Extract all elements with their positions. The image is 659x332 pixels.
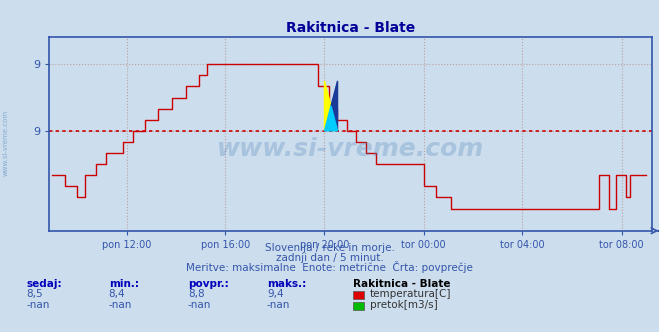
Text: zadnji dan / 5 minut.: zadnji dan / 5 minut. [275, 253, 384, 263]
Polygon shape [324, 106, 337, 131]
Text: Rakitnica - Blate: Rakitnica - Blate [353, 279, 450, 289]
Text: temperatura[C]: temperatura[C] [370, 289, 451, 299]
Text: sedaj:: sedaj: [26, 279, 62, 289]
Text: povpr.:: povpr.: [188, 279, 229, 289]
Text: Meritve: maksimalne  Enote: metrične  Črta: povprečje: Meritve: maksimalne Enote: metrične Črta… [186, 261, 473, 273]
Text: 8,5: 8,5 [26, 289, 43, 299]
Text: -nan: -nan [188, 300, 211, 310]
Text: min.:: min.: [109, 279, 139, 289]
Text: 9,4: 9,4 [267, 289, 283, 299]
Text: -nan: -nan [267, 300, 290, 310]
Text: www.si-vreme.com: www.si-vreme.com [2, 110, 9, 176]
Polygon shape [324, 81, 331, 131]
Text: -nan: -nan [109, 300, 132, 310]
Text: pretok[m3/s]: pretok[m3/s] [370, 300, 438, 310]
Text: maks.:: maks.: [267, 279, 306, 289]
Text: 8,4: 8,4 [109, 289, 125, 299]
Text: 8,8: 8,8 [188, 289, 204, 299]
Text: www.si-vreme.com: www.si-vreme.com [217, 137, 484, 161]
Text: -nan: -nan [26, 300, 49, 310]
Polygon shape [331, 81, 337, 131]
Title: Rakitnica - Blate: Rakitnica - Blate [286, 21, 416, 35]
Text: Slovenija / reke in morje.: Slovenija / reke in morje. [264, 243, 395, 253]
